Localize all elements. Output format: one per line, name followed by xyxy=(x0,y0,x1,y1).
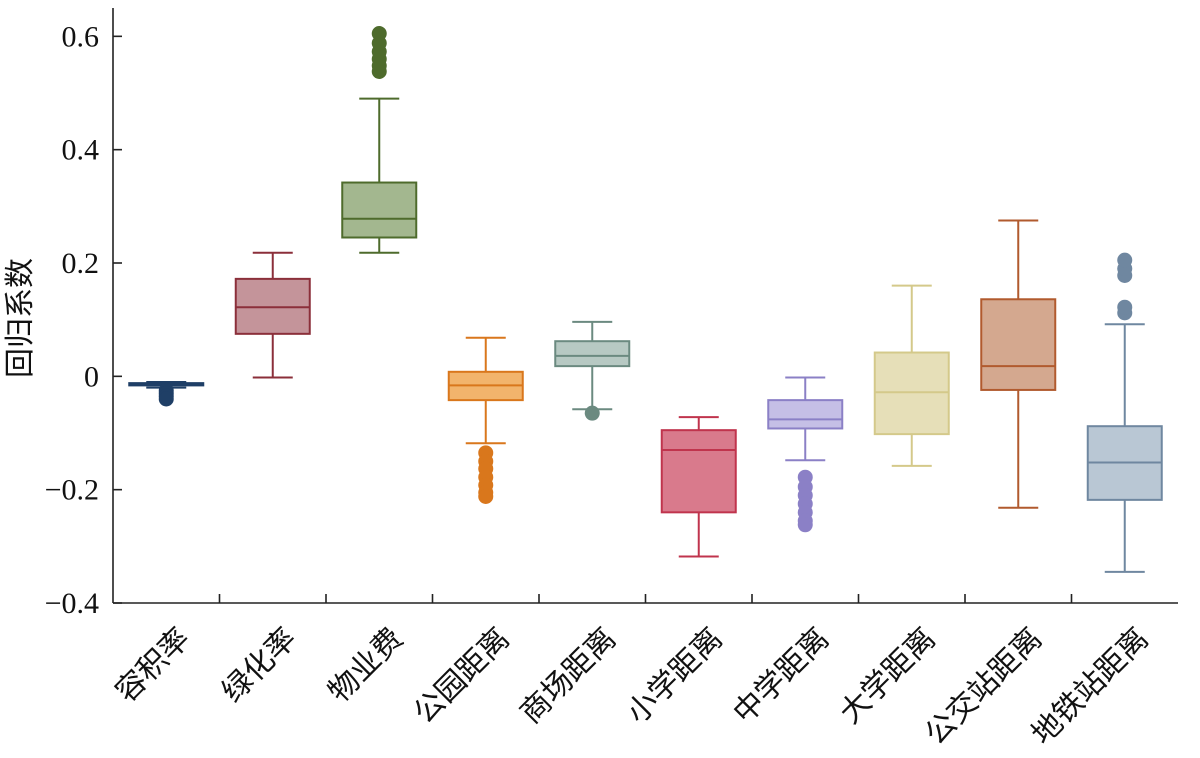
box-group xyxy=(554,320,631,421)
box-iqr xyxy=(767,399,844,430)
outlier-point xyxy=(1117,299,1133,315)
box-iqr xyxy=(341,181,418,239)
box-group xyxy=(980,219,1057,509)
y-axis-title: 回归系数 xyxy=(3,258,38,378)
box-group xyxy=(873,284,950,467)
x-category-label: 容积率 xyxy=(109,621,197,709)
x-category-label: 绿化率 xyxy=(215,621,303,709)
box-group xyxy=(767,376,844,533)
box-group xyxy=(447,336,524,504)
x-category-label: 地铁站距离 xyxy=(1025,621,1156,752)
y-ticks: 0.6 0.4 0.2 0 −0.2 −0.4 xyxy=(45,20,122,620)
y-tick-label: −0.4 xyxy=(45,587,99,620)
x-category-label: 中学距离 xyxy=(727,621,837,731)
outlier-point xyxy=(158,391,174,407)
x-category-label: 小学距离 xyxy=(620,621,730,731)
outlier-point xyxy=(797,517,813,533)
box-iqr xyxy=(873,351,950,436)
y-tick-label: 0.6 xyxy=(62,20,100,53)
outlier-point xyxy=(478,488,494,504)
y-tick-label: −0.2 xyxy=(45,474,99,507)
boxes xyxy=(128,26,1163,573)
box-iqr xyxy=(554,340,631,368)
x-category-label: 公园距离 xyxy=(407,621,517,731)
box-group xyxy=(341,26,418,254)
x-category-label: 物业费 xyxy=(322,621,410,709)
box-group xyxy=(234,251,311,379)
box-iqr xyxy=(660,429,737,514)
y-tick-label: 0.4 xyxy=(62,134,100,167)
outlier-point xyxy=(1117,252,1133,268)
box-group xyxy=(660,416,737,558)
box-group xyxy=(1086,252,1163,573)
x-category-label: 大学距离 xyxy=(833,621,943,731)
outlier-point xyxy=(371,26,387,41)
box-group xyxy=(128,381,205,407)
x-category-label: 商场距离 xyxy=(514,621,624,731)
y-tick-label: 0.2 xyxy=(62,247,100,280)
y-tick-label: 0 xyxy=(84,360,99,393)
outlier-point xyxy=(584,405,600,421)
box-iqr xyxy=(980,298,1057,391)
